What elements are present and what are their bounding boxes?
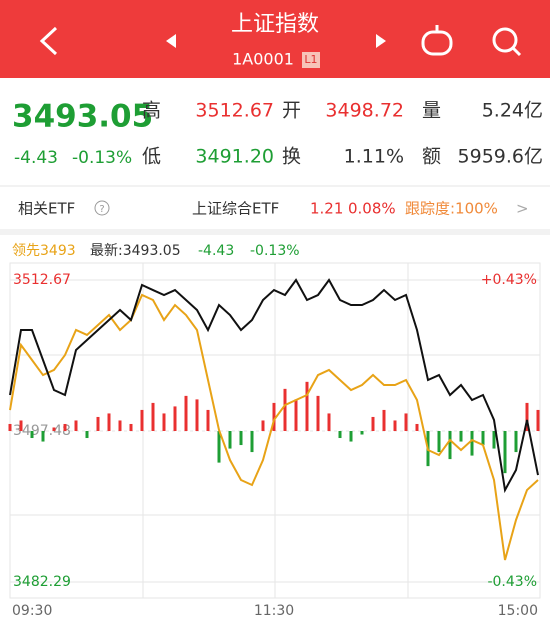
bar	[140, 409, 144, 431]
bar	[437, 431, 441, 453]
x-tick-label: 11:30	[254, 603, 294, 619]
line	[9, 293, 539, 561]
field-label: 换	[282, 146, 301, 168]
bar	[206, 409, 210, 431]
bar	[74, 420, 78, 431]
y-tick-label: 3512.67	[13, 272, 71, 288]
bar	[184, 395, 188, 431]
bar	[118, 420, 122, 431]
help-circle	[94, 200, 110, 216]
bar	[481, 431, 485, 446]
legend-pct: -0.13%	[250, 243, 300, 259]
y-tick-label: 3482.29	[13, 574, 71, 590]
bar	[492, 431, 496, 449]
x-tick-label: 09:30	[12, 603, 52, 619]
bar	[404, 413, 408, 431]
field-label: 额	[422, 146, 441, 168]
change: -4.43	[14, 148, 58, 168]
etf-price: 1.21	[310, 200, 343, 218]
field-label: 低	[142, 146, 161, 168]
header-bar	[0, 0, 550, 78]
bar	[162, 413, 166, 431]
next-button[interactable]	[376, 34, 386, 48]
bar	[19, 420, 23, 431]
bar	[503, 431, 507, 474]
legend-lead: 领先3493	[12, 243, 76, 259]
field-value: 5959.6亿	[458, 146, 543, 168]
field-value: 5.24亿	[482, 100, 543, 122]
bar	[536, 409, 540, 431]
bar	[294, 399, 298, 431]
etf-label: 相关ETF	[18, 200, 75, 218]
bar	[470, 431, 474, 456]
bar	[129, 423, 133, 431]
bar	[173, 406, 177, 431]
back-button[interactable]	[39, 26, 58, 56]
field-value: 3512.67	[195, 100, 274, 122]
divider	[0, 229, 550, 235]
bar	[415, 423, 419, 431]
bar	[228, 431, 232, 449]
line	[9, 278, 539, 494]
help[interactable]: ?	[99, 204, 104, 215]
bar	[349, 431, 353, 442]
bar	[63, 423, 67, 431]
bar	[96, 416, 100, 431]
bar	[360, 431, 364, 435]
etf-pct: 0.08%	[348, 200, 396, 218]
bar	[283, 388, 287, 431]
bar	[382, 409, 386, 431]
robot-icon[interactable]	[421, 25, 453, 56]
prev-button[interactable]	[166, 34, 176, 48]
etf-arrow: >	[516, 200, 529, 218]
bar	[8, 423, 12, 431]
badge: L1	[304, 53, 317, 66]
field-label: 量	[422, 100, 441, 122]
etf-tracking: 跟踪度:100%	[405, 200, 498, 218]
legend-change: -4.43	[198, 243, 234, 259]
bar	[250, 431, 254, 453]
bar	[371, 416, 375, 431]
etf-name: 上证综合ETF	[192, 200, 279, 218]
bar	[327, 413, 331, 431]
code: 1A0001	[232, 50, 294, 69]
field-value: 1.11%	[344, 146, 404, 168]
price: 3493.05	[12, 99, 153, 135]
bar	[459, 431, 463, 442]
bar	[85, 431, 89, 439]
bar	[305, 381, 309, 431]
bar	[30, 431, 34, 439]
bar	[41, 431, 45, 442]
y2-tick-label: -0.43%	[487, 574, 537, 590]
bar	[448, 431, 452, 460]
bar	[239, 431, 243, 446]
field-value: 3498.72	[325, 100, 404, 122]
title: 上证指数	[231, 12, 319, 37]
bar	[393, 420, 397, 431]
bar	[261, 420, 265, 431]
search-icon[interactable]	[492, 27, 522, 57]
x-tick-label: 15:00	[498, 603, 538, 619]
bar	[525, 402, 529, 431]
bar	[338, 431, 342, 439]
change-pct: -0.13%	[72, 148, 132, 168]
bar	[52, 427, 56, 431]
field-label: 高	[142, 100, 161, 122]
field-value: 3491.20	[195, 146, 274, 168]
legend-latest: 最新:3493.05	[90, 243, 181, 259]
badge-bg	[302, 52, 320, 68]
bar	[151, 402, 155, 431]
field-label: 开	[282, 100, 301, 122]
bar	[217, 431, 221, 463]
bar	[316, 395, 320, 431]
bar	[195, 399, 199, 431]
y2-tick-label: +0.43%	[481, 272, 537, 288]
etf-row[interactable]: 相关ETF ? 上证综合ETF 1.21 0.08% 跟踪度:100% >	[18, 200, 529, 218]
bar	[107, 413, 111, 431]
bar	[272, 402, 276, 431]
bar	[514, 431, 518, 453]
